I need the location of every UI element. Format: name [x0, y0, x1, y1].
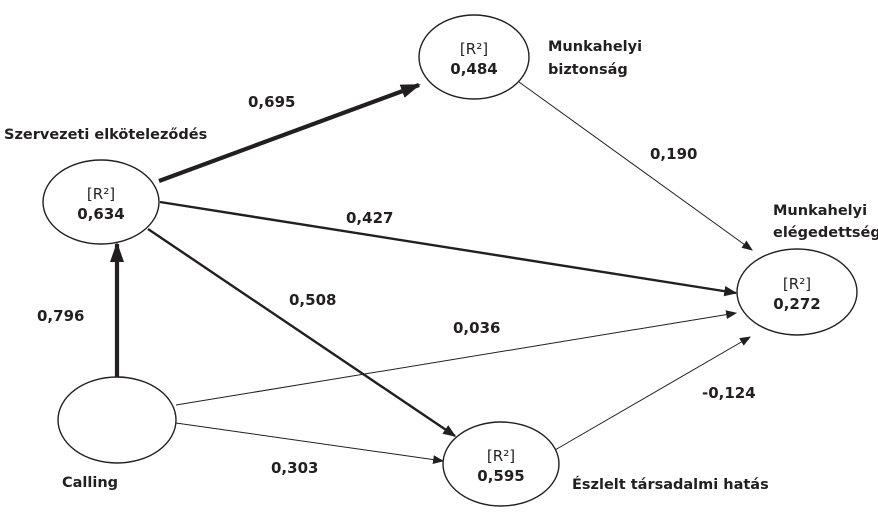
node-elegedettseg-r2-label: [R²] [783, 275, 811, 293]
edge-calling-szervezeti-coefficient: 0,796 [37, 307, 84, 325]
node-calling-ellipse [57, 376, 177, 464]
node-calling-label: Calling [62, 475, 118, 491]
edge-eszlelt-elegedettseg-arrow [554, 336, 751, 451]
node-elegedettseg-label: elégedettség [773, 225, 878, 241]
node-eszlelt-label: Észlelt társadalmi hatás [572, 476, 769, 493]
node-biztonsag-ellipse [418, 14, 530, 100]
node-szervezeti-r2-label: [R²] [87, 185, 115, 203]
node-elegedettseg-label: Munkahelyi [773, 203, 867, 219]
node-eszlelt: [R²] 0,595 [442, 421, 560, 507]
edge-szervezeti-biztonsag-coefficient: 0,695 [248, 93, 295, 111]
node-biztonsag: [R²] 0,484 [418, 14, 530, 100]
node-elegedettseg-ellipse [736, 248, 858, 336]
edge-szervezeti-elegedettseg-arrow [159, 200, 738, 297]
edge-calling-eszlelt-coefficient: 0,303 [271, 459, 318, 477]
node-biztonsag-label: biztonság [548, 62, 628, 78]
edge-szervezeti-biztonsag-arrow [158, 83, 421, 183]
node-elegedettseg-r2-value: 0,272 [773, 295, 820, 313]
edges-layer [110, 81, 753, 464]
edge-szervezeti-eszlelt-arrow [147, 228, 457, 437]
nodes-layer: [R²] 0,634 [R²] 0,484 [R²] 0,272 [R²] 0,595 [42, 14, 858, 507]
edge-szervezeti-eszlelt-coefficient: 0,508 [289, 291, 336, 309]
node-szervezeti-r2-value: 0,634 [77, 205, 124, 223]
node-biztonsag-r2-label: [R²] [460, 40, 488, 58]
node-szervezeti: [R²] 0,634 [42, 159, 160, 245]
node-szervezeti-label: Szervezeti elköteleződés [4, 127, 207, 143]
labels-layer: 0,695 0,190 0,427 0,508 0,796 0,036 0,303 -0,12… [4, 39, 878, 493]
node-calling [57, 376, 177, 464]
edge-szervezeti-elegedettseg-coefficient: 0,427 [346, 209, 393, 227]
node-eszlelt-r2-label: [R²] [487, 447, 515, 465]
node-biztonsag-r2-value: 0,484 [450, 60, 497, 78]
node-biztonsag-label: Munkahelyi [548, 39, 642, 55]
edge-biztonsag-elegedettseg-arrow [518, 81, 753, 251]
node-eszlelt-r2-value: 0,595 [477, 467, 524, 485]
edge-calling-elegedettseg-coefficient: 0,036 [453, 319, 500, 337]
node-eszlelt-ellipse [442, 421, 560, 507]
node-elegedettseg: [R²] 0,272 [736, 248, 858, 336]
edge-eszlelt-elegedettseg-coefficient: -0,124 [702, 384, 756, 402]
node-szervezeti-ellipse [42, 159, 160, 245]
edge-calling-eszlelt-arrow [175, 422, 445, 464]
edge-biztonsag-elegedettseg-coefficient: 0,190 [650, 145, 697, 163]
edge-calling-elegedettseg-arrow [175, 310, 738, 406]
